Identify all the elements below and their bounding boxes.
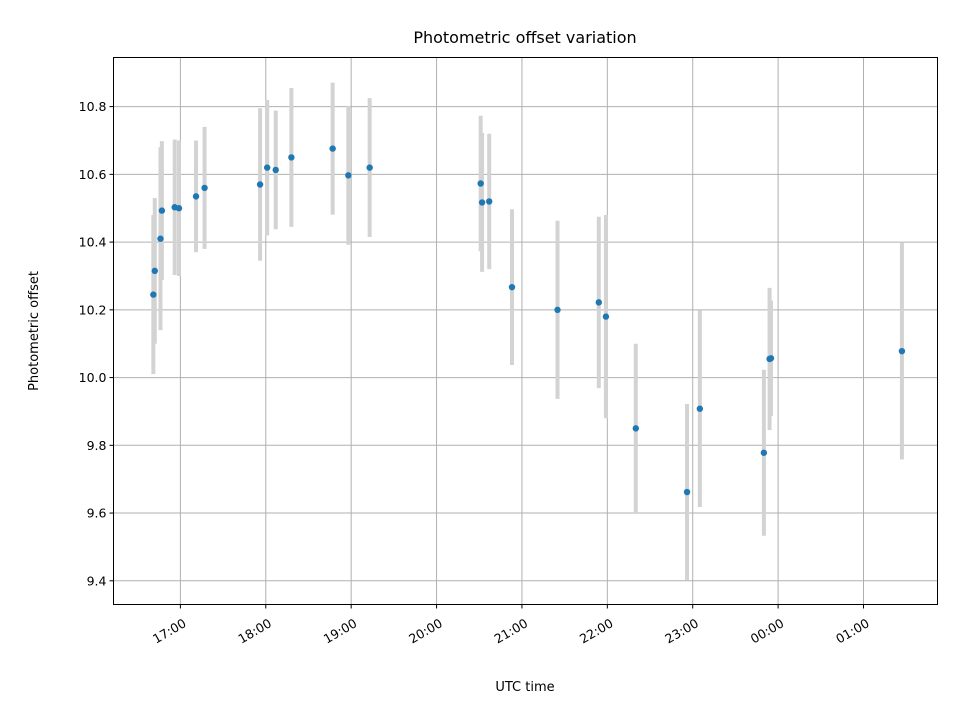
data-point (760, 449, 768, 456)
data-point (508, 283, 516, 291)
data-point (151, 267, 158, 275)
data-point (192, 193, 200, 200)
data-point (175, 205, 183, 212)
y-tick-label: 10.8 (79, 99, 107, 114)
y-tick-label: 9.8 (87, 438, 107, 453)
data-point (595, 299, 602, 306)
y-tick-label: 9.4 (87, 573, 107, 588)
data-point (272, 166, 279, 174)
data-points (150, 145, 906, 496)
data-point (683, 488, 691, 496)
data-point (477, 180, 484, 187)
data-point (263, 164, 271, 171)
x-axis-label: UTC time (495, 680, 554, 695)
data-point (366, 164, 373, 171)
data-point (486, 198, 493, 205)
data-point (632, 425, 639, 432)
data-point (478, 199, 486, 206)
x-tick-label: 23:00 (662, 615, 701, 646)
data-point (288, 154, 295, 161)
y-tick-label: 10.0 (79, 370, 107, 385)
x-tick-label: 18:00 (235, 615, 274, 646)
data-point (150, 291, 157, 298)
y-tick-label: 10.2 (79, 302, 107, 317)
data-point (158, 207, 166, 214)
plot-frame (113, 57, 938, 605)
x-tick-label: 00:00 (748, 615, 787, 646)
x-tick-label: 01:00 (833, 615, 872, 646)
y-tick-label: 10.6 (79, 167, 107, 182)
data-point (201, 184, 208, 192)
data-point (345, 172, 352, 179)
data-point (256, 181, 264, 188)
x-tick-label: 21:00 (492, 615, 531, 646)
y-axis-label: Photometric offset (27, 271, 42, 391)
y-axis-ticks: 9.4 9.6 9.8 10.0 10.2 10.4 10.6 10.8 (79, 99, 114, 588)
data-point (554, 306, 561, 314)
chart-title: Photometric offset variation (413, 28, 636, 47)
x-tick-label: 17:00 (150, 615, 189, 646)
y-tick-label: 10.4 (79, 235, 107, 250)
data-point (157, 235, 164, 242)
data-point (696, 405, 704, 412)
grid-lines (113, 57, 938, 605)
data-point (329, 145, 336, 152)
x-tick-label: 20:00 (406, 615, 445, 646)
y-tick-label: 9.6 (87, 506, 107, 521)
x-axis-ticks: 17:00 18:00 19:00 20:00 21:00 22:00 23:00 00:00… (150, 604, 872, 646)
data-point (602, 313, 610, 320)
data-point (898, 347, 906, 355)
x-tick-label: 19:00 (321, 615, 360, 646)
data-point (767, 355, 775, 362)
x-tick-label: 22:00 (577, 615, 616, 646)
